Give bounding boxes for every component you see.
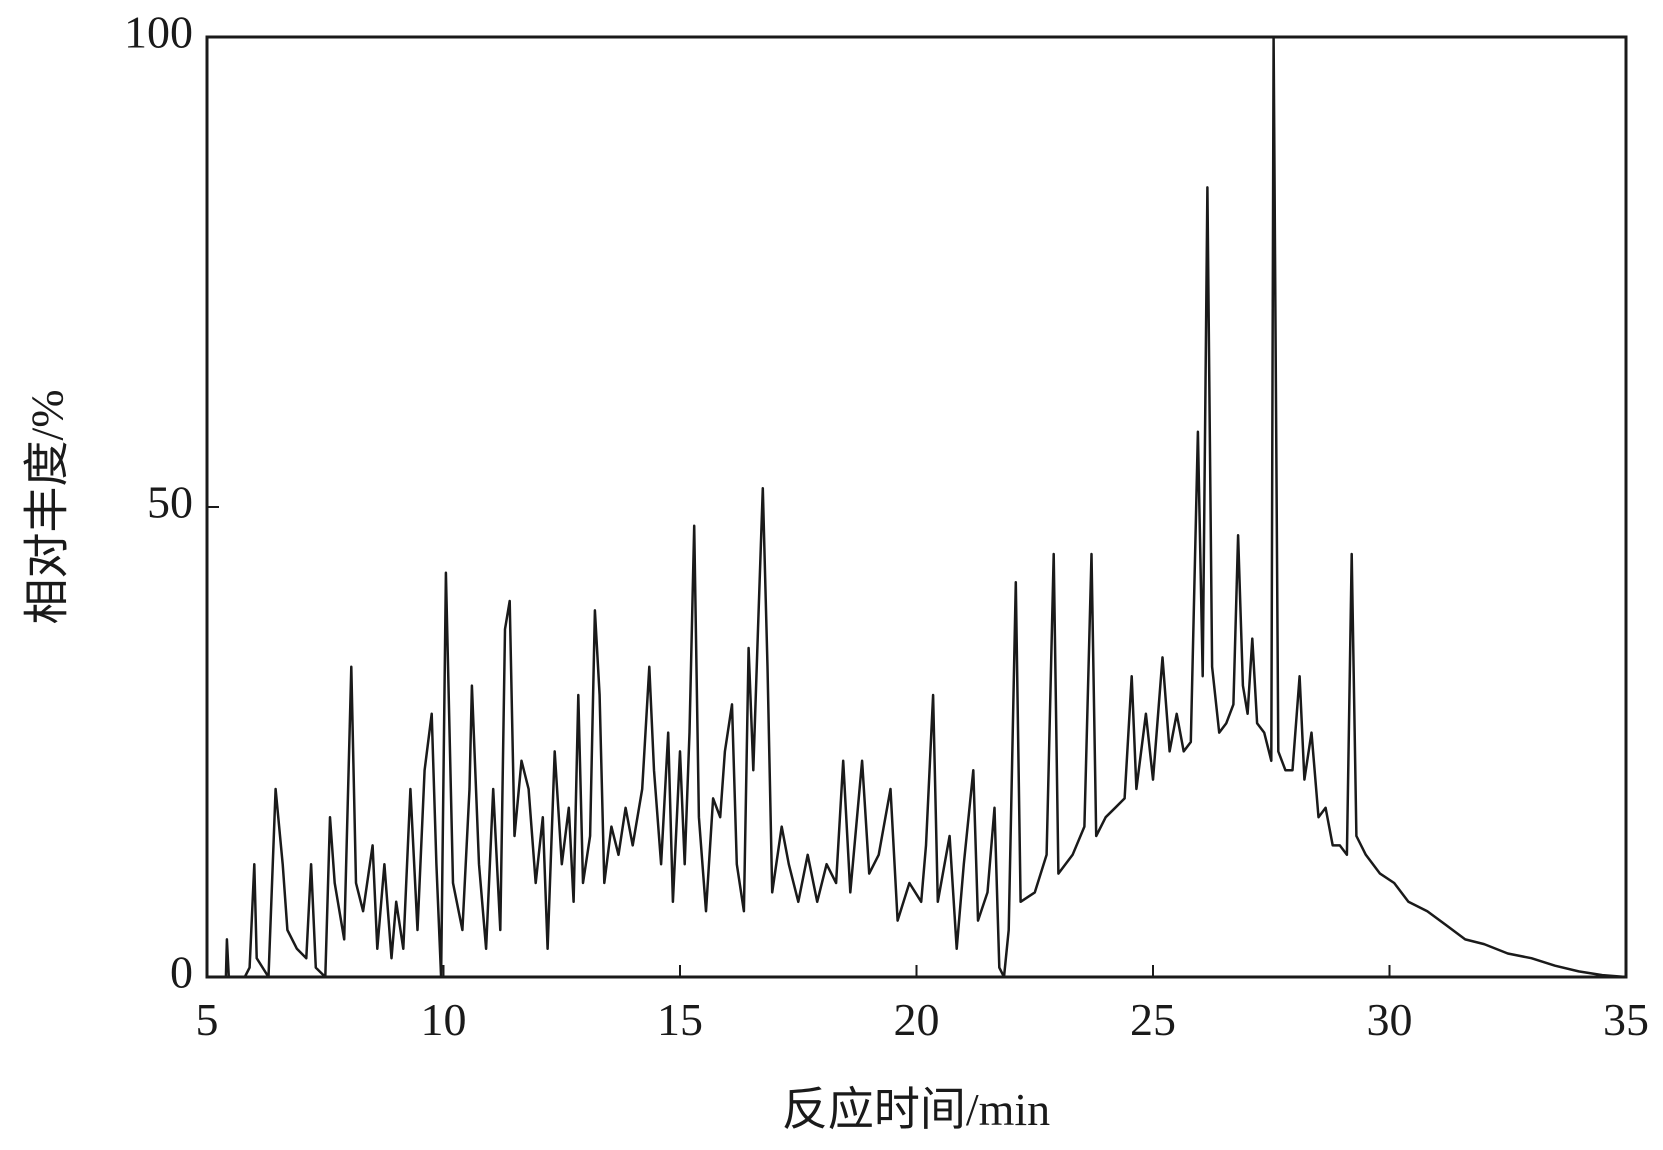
x-tick-label: 20: [894, 994, 940, 1045]
x-tick-label: 30: [1367, 994, 1413, 1045]
x-axis-label: 反应时间/min: [782, 1084, 1050, 1135]
y-tick-label: 50: [147, 477, 193, 528]
chromatogram-line: [207, 35, 1627, 979]
x-tick-label: 15: [657, 994, 703, 1045]
y-tick-label: 100: [124, 7, 193, 58]
y-tick-label: 0: [170, 947, 193, 998]
y-axis-label: 相对丰度/%: [22, 389, 73, 624]
x-tick-label: 25: [1130, 994, 1176, 1045]
x-tick-label: 5: [196, 994, 219, 1045]
x-tick-label: 10: [421, 994, 467, 1045]
x-tick-label: 35: [1603, 994, 1649, 1045]
plot-frame: [205, 35, 1628, 979]
